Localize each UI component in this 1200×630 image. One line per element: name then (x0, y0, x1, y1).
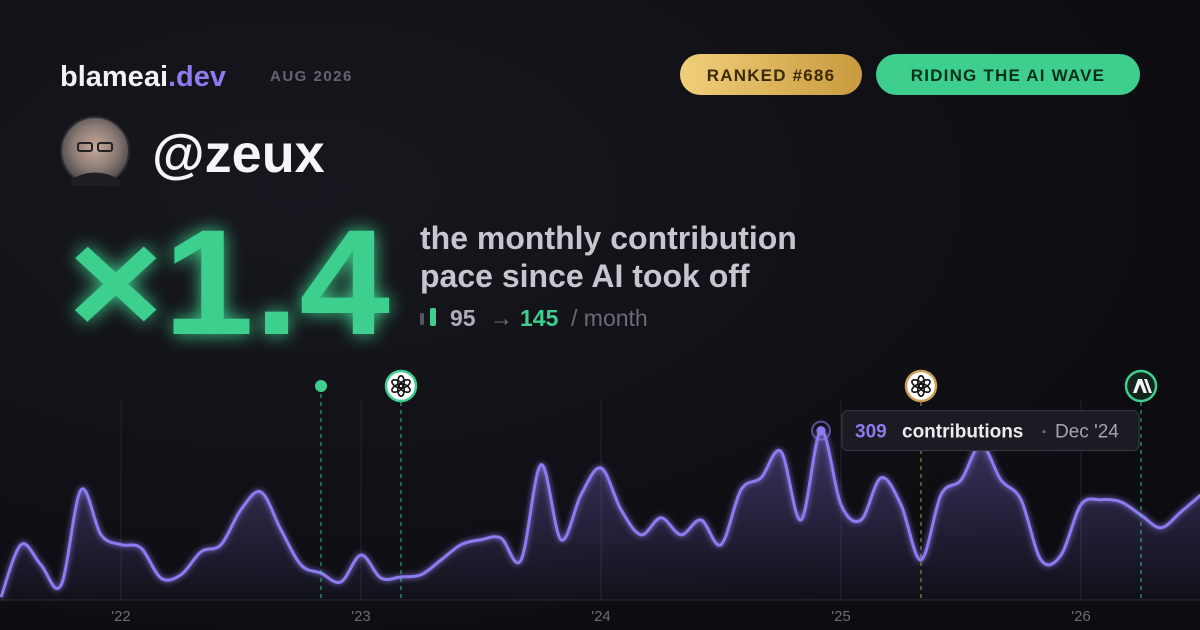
tooltip-separator (1042, 430, 1046, 434)
after-value: 145 (520, 305, 559, 331)
stat-icon (430, 308, 436, 326)
line (0, 429, 1200, 598)
badge-text: RIDING THE AI WAVE (911, 66, 1105, 85)
x-tick-label: '23 (351, 608, 371, 625)
description: the monthly contribution (420, 220, 797, 256)
tooltip-date: Dec '24 (1055, 422, 1119, 443)
brand: blameai.dev (60, 61, 226, 93)
stat-icon (420, 313, 424, 325)
x-tick-label: '24 (591, 608, 611, 625)
event-dot (315, 380, 327, 392)
x-tick-label: '25 (831, 608, 851, 625)
x-tick-label: '22 (111, 608, 131, 625)
brand-suffix: .dev (168, 61, 226, 93)
badge (876, 54, 1140, 95)
unit: / month (571, 305, 648, 331)
date: AUG 2026 (270, 68, 353, 85)
highlight-ring (811, 420, 831, 441)
tooltip-unit: contributions (902, 422, 1023, 443)
badge-text: RANKED #686 (707, 66, 835, 85)
event-icon (904, 369, 938, 403)
icon-petal (391, 379, 404, 389)
highlight-point (816, 426, 826, 436)
icon-petal (911, 379, 924, 389)
x-tick-label: '26 (1071, 608, 1091, 625)
before-value: 95 (450, 305, 476, 331)
arrow: → (490, 305, 513, 331)
multiplier: ×1.4 (68, 198, 390, 366)
avatar (60, 116, 130, 186)
description: pace since AI took off (420, 258, 750, 294)
event-icon (384, 369, 418, 403)
tooltip-value: 309 (855, 422, 887, 443)
icon-glyph (1133, 379, 1152, 393)
area (1, 430, 1200, 600)
chart: '22 '23 '24 '25 '26 309 contributions Dec '24 (0, 369, 1200, 625)
brand-name: blameai (60, 61, 168, 93)
handle: @zeux (152, 124, 325, 184)
tooltip (841, 410, 1140, 452)
badge (680, 54, 862, 95)
